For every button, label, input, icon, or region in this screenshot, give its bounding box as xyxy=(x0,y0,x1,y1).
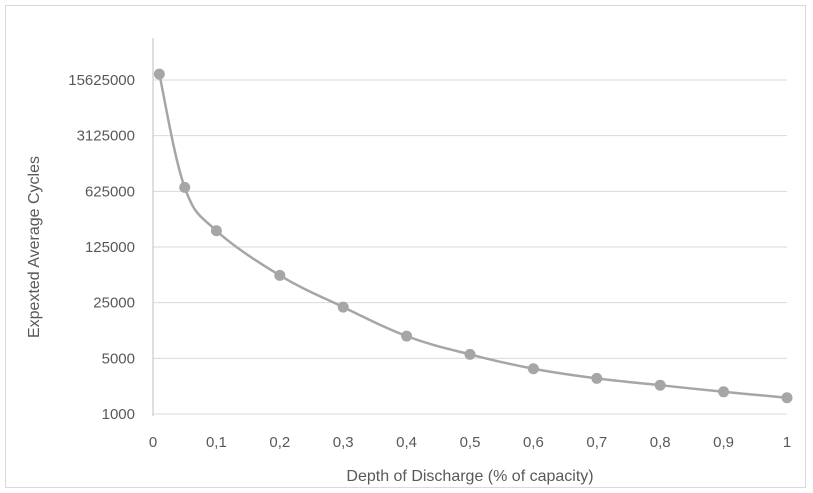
data-point xyxy=(464,348,476,360)
data-point xyxy=(718,386,730,398)
y-tick-label: 3125000 xyxy=(77,128,135,145)
x-tick-label: 0 xyxy=(149,434,157,451)
data-point xyxy=(591,372,603,384)
x-tick-label: 0,8 xyxy=(650,434,671,451)
y-tick-labels: 1000 5000 25000 125000 625000 3125000 15625000 xyxy=(68,72,135,423)
y-axis-title: Expexted Average Cycles xyxy=(26,156,43,338)
x-tick-label: 0,6 xyxy=(523,434,544,451)
x-tick-label: 0,7 xyxy=(586,434,607,451)
x-tick-label: 0,9 xyxy=(713,434,734,451)
y-tick-label: 1000 xyxy=(102,406,135,423)
x-tick-label: 0,1 xyxy=(206,434,227,451)
data-point xyxy=(654,379,666,391)
data-point xyxy=(401,330,413,342)
gridlines xyxy=(153,79,787,415)
x-tick-label: 0,3 xyxy=(333,434,354,451)
y-tick-label: 125000 xyxy=(85,239,135,256)
series-line xyxy=(158,73,788,399)
series-markers xyxy=(153,68,793,404)
data-point xyxy=(179,181,191,193)
y-tick-label: 625000 xyxy=(85,183,135,200)
y-tick-label: 15625000 xyxy=(68,72,135,89)
data-point xyxy=(210,225,222,237)
data-point xyxy=(527,363,539,375)
y-tick-label: 25000 xyxy=(93,295,135,312)
data-point xyxy=(153,68,165,80)
x-tick-label: 0,4 xyxy=(396,434,417,451)
data-point xyxy=(337,301,349,313)
y-tick-label: 5000 xyxy=(102,350,135,367)
x-tick-label: 1 xyxy=(783,434,791,451)
x-axis-title: Depth of Discharge (% of capacity) xyxy=(346,468,593,485)
data-point xyxy=(274,269,286,281)
data-point xyxy=(781,392,793,404)
x-tick-label: 0,2 xyxy=(269,434,290,451)
x-tick-labels: 0 0,1 0,2 0,3 0,4 0,5 0,6 0,7 0,8 0,9 1 xyxy=(149,434,791,451)
x-tick-label: 0,5 xyxy=(460,434,481,451)
